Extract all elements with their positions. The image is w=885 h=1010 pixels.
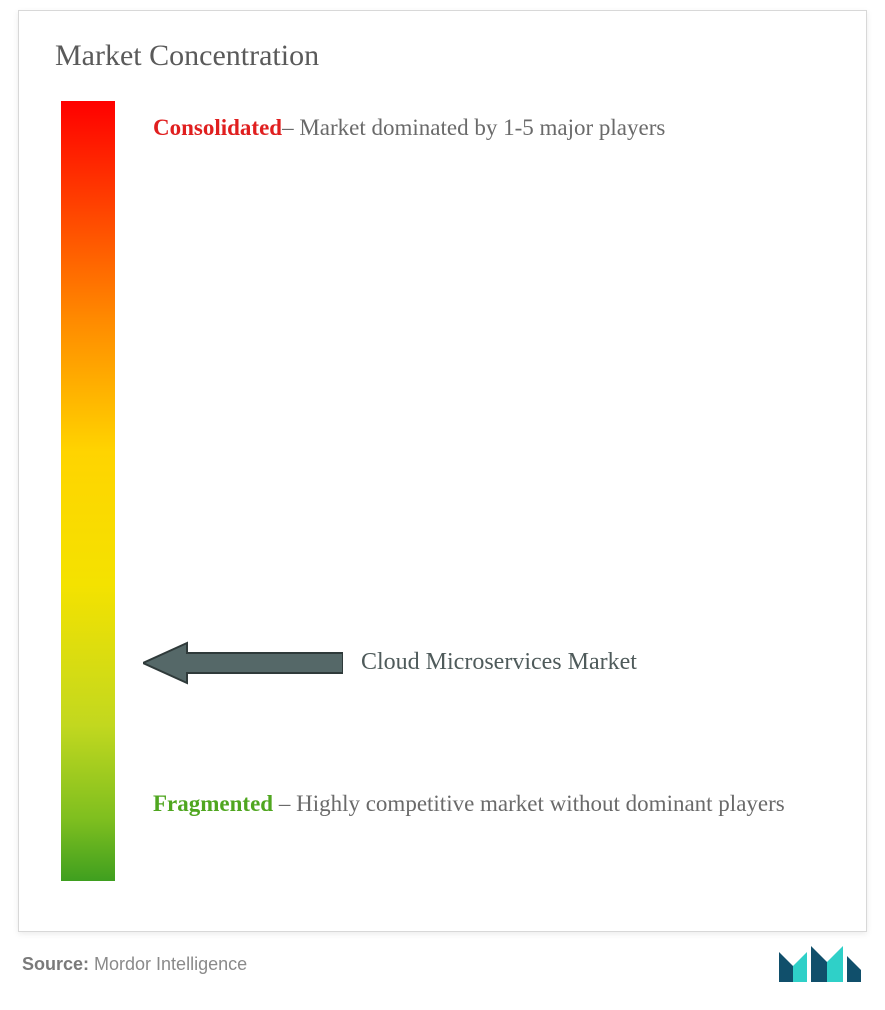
- consolidated-label: Consolidated– Market dominated by 1-5 ma…: [153, 105, 820, 151]
- marker-label: Cloud Microservices Market: [361, 645, 637, 680]
- concentration-card: Market Concentration Consolidated– Marke…: [18, 10, 867, 932]
- footer: Source: Mordor Intelligence: [18, 942, 867, 986]
- marker-arrow-group: Cloud Microservices Market: [143, 639, 637, 687]
- fragmented-desc: – Highly competitive market without domi…: [273, 791, 785, 816]
- card-title: Market Concentration: [55, 39, 830, 73]
- consolidated-term: Consolidated: [153, 115, 282, 140]
- arrow-left-icon: [143, 639, 343, 687]
- gradient-scale: [61, 101, 115, 881]
- mordor-logo-icon: [777, 942, 863, 986]
- source-name: Mordor Intelligence: [94, 954, 247, 974]
- fragmented-label: Fragmented – Highly competitive market w…: [153, 781, 820, 827]
- source-line: Source: Mordor Intelligence: [22, 954, 247, 975]
- consolidated-desc: – Market dominated by 1-5 major players: [282, 115, 665, 140]
- source-prefix: Source:: [22, 954, 94, 974]
- card-content: Consolidated– Market dominated by 1-5 ma…: [55, 101, 830, 881]
- fragmented-term: Fragmented: [153, 791, 273, 816]
